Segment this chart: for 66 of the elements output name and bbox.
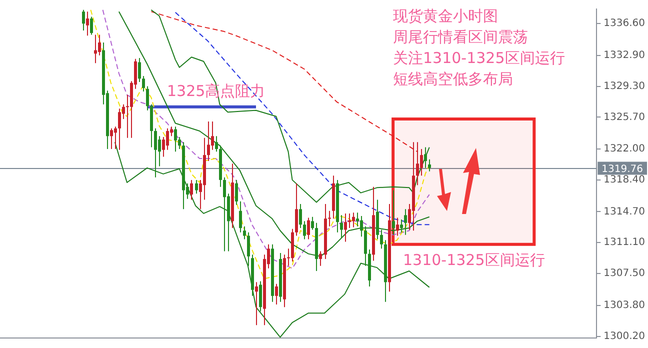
annotation: 周尾行情看区间震荡 [393, 27, 529, 48]
y-tick-label: 1318.40 [604, 174, 646, 186]
candlestick [376, 199, 379, 240]
candlestick [344, 212, 347, 242]
candlestick [195, 179, 198, 194]
candlestick [307, 217, 310, 240]
candlestick [299, 203, 302, 229]
candlestick [82, 9, 85, 31]
y-tick-label: 1336.60 [604, 18, 646, 30]
candlestick [235, 179, 238, 206]
candlestick [114, 126, 117, 150]
candlestick [239, 200, 242, 233]
candlestick [404, 208, 407, 236]
annotation: 关注1310-1325区间运行 [393, 48, 565, 69]
candlestick [275, 283, 278, 305]
candlestick [328, 210, 331, 227]
candlestick [416, 142, 419, 186]
annotation: 短线高空低多布局 [393, 69, 514, 90]
y-tick-label: 1307.50 [604, 268, 646, 280]
y-tick-label: 1322.00 [604, 144, 646, 155]
candlestick [154, 128, 157, 178]
y-tick-label: 1329.30 [604, 80, 646, 92]
candlestick [424, 146, 427, 168]
candlestick [118, 108, 121, 150]
candlestick [98, 34, 101, 56]
candlestick [138, 57, 141, 83]
candlestick [146, 86, 149, 111]
candlestick [223, 176, 226, 252]
candlestick [110, 128, 113, 150]
candlestick [311, 216, 314, 230]
candlestick [340, 214, 343, 239]
candlestick [255, 282, 258, 326]
candlestick [295, 182, 298, 236]
candlestick [142, 76, 145, 92]
candlestick [352, 212, 355, 228]
candlestick [428, 158, 431, 172]
candlestick [319, 250, 322, 266]
candlestick [247, 232, 250, 266]
candlestick [360, 216, 363, 238]
candlestick [380, 229, 383, 250]
candlestick [166, 128, 169, 150]
y-tick-label: 1325.70 [604, 112, 646, 123]
band-label: 1310-1325区间运行 [403, 250, 545, 271]
candlestick [243, 226, 246, 240]
candlestick [400, 218, 403, 233]
y-tick-label: 1300.20 [604, 330, 646, 342]
chart-title: 现货黄金小时图 [393, 6, 499, 27]
y-tick-label: 1311.10 [604, 237, 646, 248]
candlestick [356, 212, 359, 227]
candlestick [364, 226, 367, 266]
candlestick [303, 220, 306, 240]
candlestick [174, 126, 177, 152]
candlestick [90, 16, 93, 36]
candlestick [215, 136, 218, 152]
candlestick [392, 190, 395, 236]
y-tick-label: 1303.80 [604, 300, 646, 311]
candlestick [94, 34, 97, 64]
candlestick [190, 179, 193, 200]
candlestick [420, 148, 423, 176]
candlestick [86, 11, 89, 36]
candlestick [259, 280, 262, 312]
y-tick-label: 1332.90 [604, 50, 646, 61]
ref-line-label: 1319.76 [602, 164, 644, 175]
candlestick [207, 121, 210, 162]
y-tick-label: 1314.70 [604, 206, 646, 218]
candlestick [396, 217, 399, 236]
